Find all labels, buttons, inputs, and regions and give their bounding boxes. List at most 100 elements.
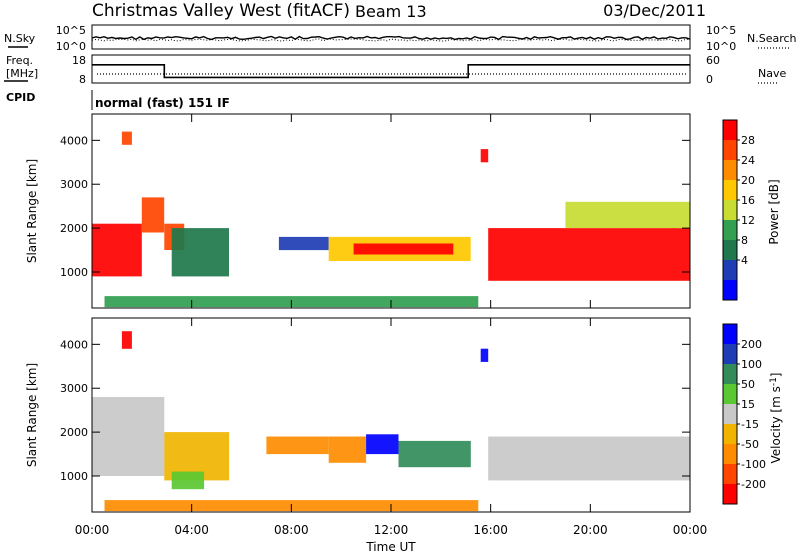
velocity-echo-region-6 [366,434,399,455]
power-colorbar-segment-7 [723,260,737,281]
nsky-label: N.Sky [4,32,36,45]
noise-panel: N.Sky N.Search 10^5 10^0 10^5 10^0 [4,24,797,53]
power-colorbar-segment-5 [723,220,737,241]
beam-label: Beam 13 [355,2,427,21]
velocity-echo-region-1 [121,331,132,349]
power-y-axis: 1000 2000 3000 4000 [60,134,690,279]
power-colorbar-tick-label-3: 16 [741,194,755,207]
power-echo-region-7 [353,243,454,255]
power-heatmap [92,131,690,308]
velocity-colorbar-segment-8 [723,484,737,505]
velocity-colorbar-label-sup: -1 [769,377,779,386]
velocity-colorbar-tick-label-5: -50 [741,438,759,451]
velocity-y-tick-label-2: 3000 [60,382,88,395]
power-y-tick-label-1: 2000 [60,222,88,235]
velocity-echo-region-7 [398,440,471,468]
velocity-colorbar-segment-5 [723,424,737,445]
power-colorbar-tick-label-0: 28 [741,134,755,147]
power-y-tick-label-2: 3000 [60,178,88,191]
freq-left-tick-low: 8 [79,73,86,86]
power-echo-region-8 [480,149,489,163]
velocity-colorbar-segment-3 [723,384,737,405]
power-panel: 1000 2000 3000 4000 Slant Range [km] 28 24 20… [25,113,781,309]
velocity-x-tick-label-1: 04:00 [174,523,209,537]
frequency-panel-frame [91,54,691,84]
noise-left-tick-high: 10^5 [56,24,86,37]
velocity-echo-region-5 [328,436,367,463]
velocity-colorbar-tick-label-3: 15 [741,398,755,411]
cpid-value: normal (fast) 151 IF [95,96,230,110]
nsearch-label: N.Search [747,32,797,45]
velocity-x-tick-label-3: 12:00 [374,523,409,537]
velocity-colorbar-tick-label-1: 100 [741,358,762,371]
velocity-x-tick-label-6: 00:00 [673,523,708,537]
date-label: 03/Dec/2011 [603,1,706,20]
velocity-colorbar-tick-label-2: 50 [741,378,755,391]
velocity-colorbar-segment-2 [723,364,737,385]
power-y-axis-label: Slant Range [km] [25,159,39,263]
power-colorbar-segment-0 [723,120,737,141]
power-colorbar-segment-3 [723,180,737,201]
power-echo-region-9 [488,228,690,281]
power-colorbar-tick-label-4: 12 [741,214,755,227]
velocity-colorbar-segment-1 [723,344,737,365]
power-colorbar-label: Power [dB] [767,179,781,244]
velocity-colorbar-label: Velocity [m s-1] [769,373,783,464]
velocity-colorbar-segment-7 [723,464,737,485]
power-colorbar-tick-label-1: 24 [741,154,755,167]
power-x-ticks [91,114,691,308]
velocity-x-axis: 00:00 04:00 08:00 12:00 16:00 20:00 00:00 [75,318,708,537]
velocity-colorbar-label-end: ] [769,373,783,378]
freq-left-tick-high: 18 [72,54,86,67]
velocity-y-tick-label-0: 1000 [60,470,88,483]
velocity-colorbar-segment-4 [723,404,737,425]
velocity-colorbar-label-main: Velocity [m s [769,386,783,463]
power-colorbar-tick-label-2: 20 [741,174,755,187]
noise-panel-frame [91,24,691,50]
velocity-colorbar: 200 100 50 15 -15 -50 -100 -200 [722,323,766,505]
power-colorbar: 28 24 20 16 12 8 4 [722,119,755,301]
freq-label-line1: Freq. [6,54,33,67]
velocity-colorbar-tick-label-7: -200 [741,478,766,491]
nave-right-tick-low: 0 [706,73,713,86]
power-echo-region-0 [92,223,142,277]
x-axis-label: Time UT [365,540,416,554]
velocity-colorbar-tick-label-6: -100 [741,458,766,471]
velocity-echo-region-0 [92,397,165,476]
velocity-panel: 1000 2000 3000 4000 00:00 04:00 08:00 12:00 16:… [25,317,783,537]
power-colorbar-tick-label-5: 8 [741,234,748,247]
velocity-echo-region-9 [488,436,690,481]
nave-right-tick-high: 60 [706,54,720,67]
power-colorbar-tick-label-6: 4 [741,254,748,267]
velocity-echo-region-8 [480,348,489,362]
velocity-colorbar-tick-label-0: 200 [741,338,762,351]
velocity-colorbar-tick-label-4: -15 [741,418,759,431]
velocity-colorbar-segment-6 [723,444,737,465]
power-colorbar-frame [722,119,738,301]
power-colorbar-segment-8 [723,280,737,301]
noise-search-line [91,38,691,42]
power-colorbar-segment-1 [723,140,737,161]
figure-title: Christmas Valley West (fitACF) [92,1,350,21]
freq-label-line2: [MHz] [6,67,38,80]
nave-label: Nave [758,67,786,80]
power-echo-region-5 [278,236,329,251]
velocity-x-tick-label-5: 20:00 [573,523,608,537]
velocity-y-tick-label-1: 2000 [60,426,88,439]
velocity-y-axis-label: Slant Range [km] [25,363,39,467]
noise-sky-line [91,35,691,41]
velocity-x-tick-label-0: 00:00 [75,523,110,537]
power-colorbar-segment-2 [723,160,737,181]
velocity-y-axis: 1000 2000 3000 4000 [60,338,690,483]
noise-right-tick-high: 10^5 [706,24,736,37]
power-colorbar-segment-4 [723,200,737,221]
cpid-label: CPID [6,91,35,104]
frequency-line [92,64,690,79]
noise-right-tick-low: 10^0 [706,40,736,53]
power-y-tick-label-0: 1000 [60,266,88,279]
velocity-echo-region-4 [266,436,329,455]
power-echo-region-2 [141,197,165,233]
power-echo-region-4 [171,228,229,277]
power-echo-region-10 [565,201,690,229]
